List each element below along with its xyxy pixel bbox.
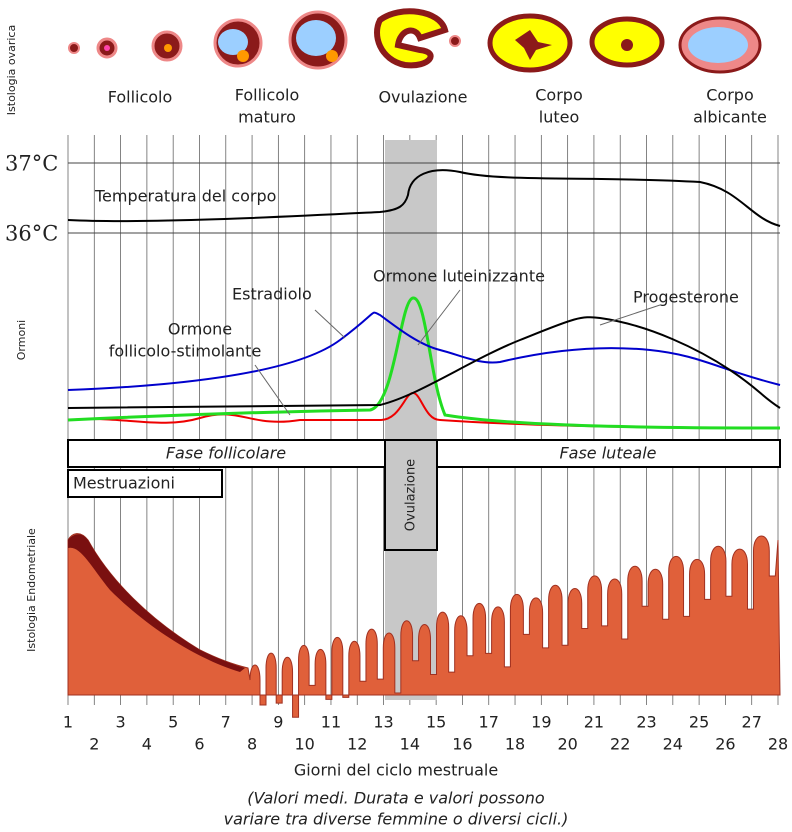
section-label: Ormoni — [15, 320, 28, 360]
follicular-label: Fase follicolare — [166, 444, 286, 463]
day-label: 18 — [505, 735, 525, 754]
x-axis-title: Giorni del ciclo mestruale — [294, 761, 498, 780]
lh-label: Ormone luteinizzante — [373, 267, 545, 286]
day-label: 5 — [168, 713, 178, 732]
stage-label: Follicolo — [108, 88, 173, 107]
stage-label: luteo — [539, 108, 580, 127]
day-label: 19 — [531, 713, 551, 732]
day-label: 23 — [636, 713, 656, 732]
menstrual-cycle-diagram: 37°C 36°C Temperatura del corpo Estradio… — [0, 0, 792, 832]
day-label: 11 — [321, 713, 341, 732]
temp-label: Temperatura del corpo — [94, 187, 276, 206]
day-label: 2 — [89, 735, 99, 754]
section-label: Istologia Endometriale — [25, 528, 38, 652]
note: variare tra diverse femmine o diversi ci… — [224, 810, 569, 829]
ovary-icons — [69, 11, 760, 72]
day-label: 6 — [194, 735, 204, 754]
ovulation-label: Ovulazione — [404, 459, 419, 531]
estradiol-label: Estradiolo — [232, 285, 312, 304]
stage-label: maturo — [238, 108, 296, 127]
ovulation-band — [385, 140, 437, 700]
fsh-label: follicolo-stimolante — [109, 342, 262, 361]
day-label: 7 — [221, 713, 231, 732]
note: (Valori medi. Durata e valori possono — [247, 789, 545, 808]
day-label: 15 — [426, 713, 446, 732]
day-label: 12 — [347, 735, 367, 754]
day-label: 26 — [715, 735, 735, 754]
day-label: 4 — [142, 735, 152, 754]
stage-labels: Follicolo Follicolo maturo Ovulazione Corpo l… — [108, 86, 767, 127]
fsh-label: Ormone — [168, 320, 232, 339]
stage-label: albicante — [693, 108, 767, 127]
day-labels: 1234567891011121314151617181920212223242… — [63, 713, 788, 754]
menstruation-label: Mestruazioni — [73, 474, 175, 493]
temp-high: 37°C — [5, 152, 58, 176]
day-label: 22 — [610, 735, 630, 754]
day-label: 14 — [400, 735, 420, 754]
day-label: 28 — [768, 735, 788, 754]
stage-label: Ovulazione — [378, 88, 467, 107]
section-label: Istologia ovarica — [5, 25, 18, 115]
day-label: 21 — [584, 713, 604, 732]
day-label: 3 — [115, 713, 125, 732]
stage-label: Follicolo — [235, 86, 300, 105]
day-label: 13 — [373, 713, 393, 732]
day-label: 25 — [689, 713, 709, 732]
day-label: 24 — [663, 735, 683, 754]
day-label: 27 — [742, 713, 762, 732]
temp-low: 36°C — [5, 222, 58, 246]
day-label: 1 — [63, 713, 73, 732]
day-label: 8 — [247, 735, 257, 754]
stage-label: Corpo — [535, 86, 582, 105]
stage-label: Corpo — [706, 86, 753, 105]
day-label: 10 — [294, 735, 314, 754]
day-label: 9 — [273, 713, 283, 732]
luteal-label: Fase luteale — [559, 444, 656, 463]
day-label: 20 — [557, 735, 577, 754]
day-label: 17 — [479, 713, 499, 732]
day-label: 16 — [452, 735, 472, 754]
progesterone-label: Progesterone — [633, 288, 739, 307]
